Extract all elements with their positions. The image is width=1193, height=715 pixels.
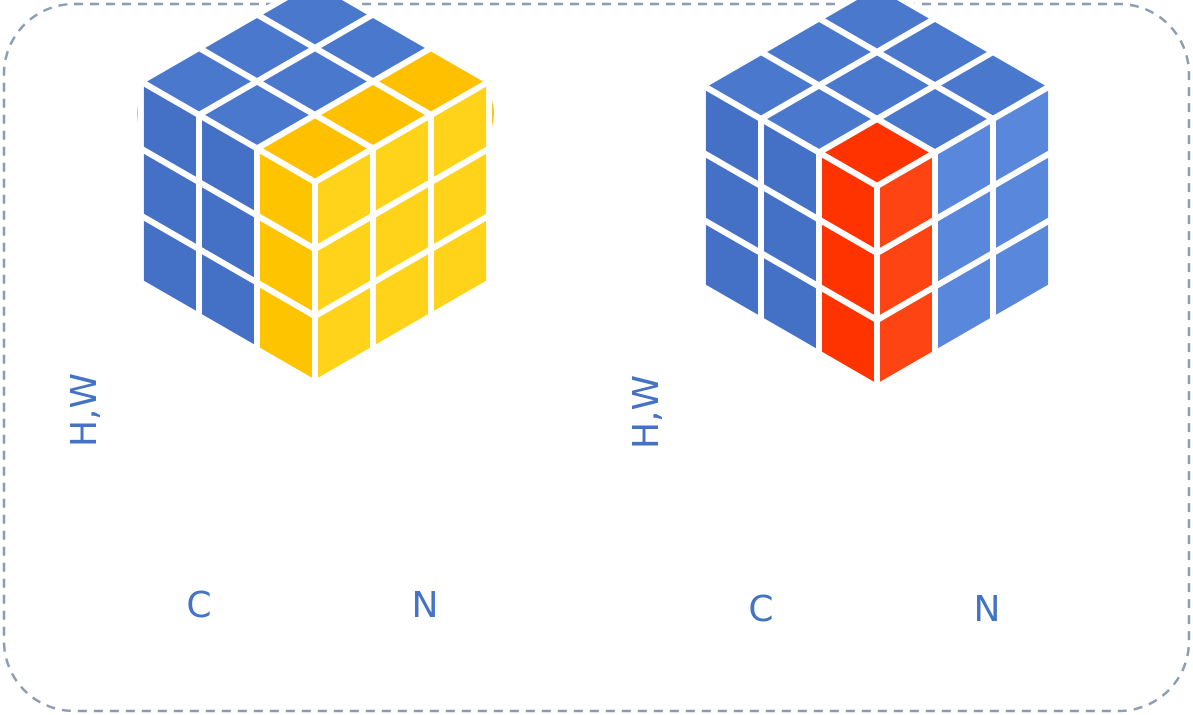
batch-axis-n-label: N (412, 585, 439, 626)
highlight-right-cell (312, 143, 376, 255)
instance-norm-panel: Instance Norm H,W C N (626, 0, 1058, 630)
instance-axis-hw-label: H,W (626, 375, 667, 449)
instance-axis-c-label: C (748, 589, 773, 630)
batch-axis-c-label: C (186, 585, 211, 626)
highlight-right-cell (874, 147, 938, 259)
instance-norm-cube (696, 0, 1058, 393)
instance-axis-n-label: N (974, 589, 1001, 630)
batch-norm-panel: Batch Norm H,W C N (64, 0, 496, 626)
batch-norm-cube (134, 0, 496, 389)
batch-axis-hw-label: H,W (64, 373, 105, 447)
